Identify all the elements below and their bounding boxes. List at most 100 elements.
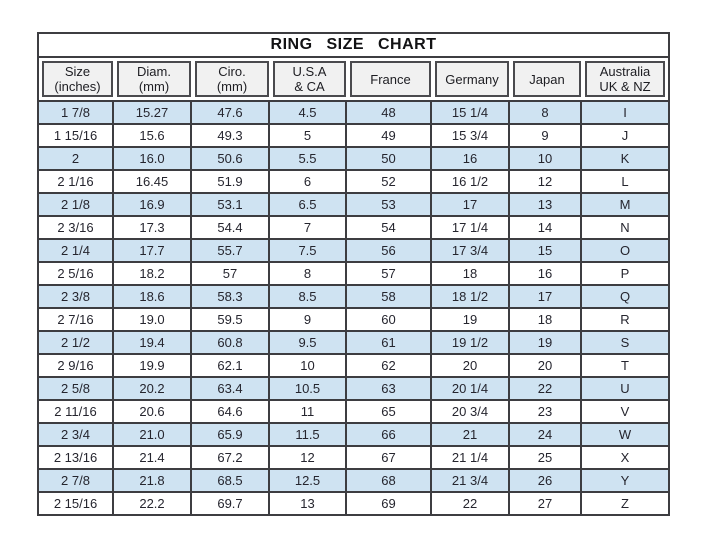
ring-size-chart: RING SIZE CHART Size (inches) Diam. (mm) Cir… (37, 32, 670, 516)
table-row: 2 3/4 21.0 65.9 11.5 66 21 24 W (39, 424, 668, 447)
table-row: 2 3/8 18.6 58.3 8.5 58 18 1/2 17 Q (39, 286, 668, 309)
table-cell: 15.27 (114, 102, 192, 123)
table-cell: 64.6 (192, 401, 270, 422)
table-cell: 7.5 (270, 240, 347, 261)
table-cell: 12 (270, 447, 347, 468)
table-cell: 22 (510, 378, 582, 399)
table-cell: 9 (270, 309, 347, 330)
table-cell: 20 1/4 (432, 378, 510, 399)
table-cell: 65 (347, 401, 432, 422)
column-header-diam-: Diam. (mm) (117, 61, 191, 97)
table-cell: W (618, 427, 632, 442)
table-cell: 2 1/2 (39, 332, 114, 353)
table-cell: 18 1/2 (432, 286, 510, 307)
table-cell: 63 (347, 378, 432, 399)
table-cell: 5.5 (270, 148, 347, 169)
table-cell: 66 (347, 424, 432, 445)
table-cell: 18 (432, 263, 510, 284)
column-header-japan: Japan (513, 61, 581, 97)
table-cell: 19.4 (114, 332, 192, 353)
table-cell: 9.5 (270, 332, 347, 353)
table-cell: 21.8 (114, 470, 192, 491)
table-cell: T (621, 358, 629, 373)
table-cell: 7 (270, 217, 347, 238)
table-cell: 8 (510, 102, 582, 123)
table-cell: 60.8 (192, 332, 270, 353)
column-header-label: Japan (529, 71, 565, 87)
page-title: RING SIZE CHART (39, 34, 668, 58)
table-cell: 2 5/16 (39, 263, 114, 284)
table-cell: P (620, 266, 630, 281)
table-cell: 22.2 (114, 493, 192, 514)
table-cell: 18.6 (114, 286, 192, 307)
table-cell: X (620, 450, 630, 465)
table-cell: 2 1/16 (39, 171, 114, 192)
table-cell: K (620, 151, 630, 166)
table-row: 2 13/16 21.4 67.2 12 67 21 1/4 25 X (39, 447, 668, 470)
table-cell: 10 (510, 148, 582, 169)
table-cell: 19.9 (114, 355, 192, 376)
table-row: 2 16.0 50.6 5.5 50 16 10 K (39, 148, 668, 171)
table-cell: 27 (510, 493, 582, 514)
table-cell: 6 (270, 171, 347, 192)
table-cell: 22 (432, 493, 510, 514)
table-cell: Q (619, 289, 631, 304)
table-cell: I (623, 105, 627, 120)
table-cell: 2 1/8 (39, 194, 114, 215)
table-row: 2 7/16 19.0 59.5 9 60 19 18 R (39, 309, 668, 332)
table-cell: 10 (270, 355, 347, 376)
table-cell: N (620, 220, 630, 235)
table-cell: 26 (510, 470, 582, 491)
table-cell: O (619, 243, 631, 258)
table-body: 1 7/8 15.27 47.6 4.5 48 15 1/4 8 I 1 15/16 15.6 49… (39, 100, 668, 514)
table-cell: 5 (270, 125, 347, 146)
table-cell: Z (621, 496, 629, 511)
table-cell: 2 9/16 (39, 355, 114, 376)
table-row: 2 11/16 20.6 64.6 11 65 20 3/4 23 V (39, 401, 668, 424)
table-cell: 54 (347, 217, 432, 238)
table-cell: 13 (270, 493, 347, 514)
table-cell: 17.7 (114, 240, 192, 261)
table-cell: 62 (347, 355, 432, 376)
table-cell: 67 (347, 447, 432, 468)
table-cell: 68 (347, 470, 432, 491)
table-cell: 63.4 (192, 378, 270, 399)
table-cell: S (620, 335, 630, 350)
table-row: 2 1/8 16.9 53.1 6.5 53 17 13 M (39, 194, 668, 217)
table-cell: 6.5 (270, 194, 347, 215)
column-header-australia: Australia UK & NZ (585, 61, 665, 97)
table-cell: 61 (347, 332, 432, 353)
column-header-label: France (370, 71, 411, 87)
table-cell: 14 (510, 217, 582, 238)
table-cell: 59.5 (192, 309, 270, 330)
table-cell: L (621, 174, 629, 189)
table-cell: 52 (347, 171, 432, 192)
table-cell: 19 1/2 (432, 332, 510, 353)
table-cell: 20 (510, 355, 582, 376)
table-cell: 15.6 (114, 125, 192, 146)
table-cell: 2 13/16 (39, 447, 114, 468)
table-cell: 13 (510, 194, 582, 215)
table-cell: 67.2 (192, 447, 270, 468)
table-cell: 16 (510, 263, 582, 284)
table-cell: 20.2 (114, 378, 192, 399)
table-row: 1 15/16 15.6 49.3 5 49 15 3/4 9 J (39, 125, 668, 148)
table-cell: 49.3 (192, 125, 270, 146)
table-row: 2 3/16 17.3 54.4 7 54 17 1/4 14 N (39, 217, 668, 240)
table-cell: 21 3/4 (432, 470, 510, 491)
column-header-label: U.S.A (292, 64, 327, 79)
table-cell: 57 (192, 263, 270, 284)
table-cell: 16 1/2 (432, 171, 510, 192)
table-cell: 25 (510, 447, 582, 468)
table-cell: 53 (347, 194, 432, 215)
table-cell: 50.6 (192, 148, 270, 169)
table-header-row: Size (inches) Diam. (mm) Ciro. (mm) U.S.A & CA F… (39, 58, 668, 100)
table-row: 2 1/16 16.45 51.9 6 52 16 1/2 12 L (39, 171, 668, 194)
table-cell: 17 3/4 (432, 240, 510, 261)
table-cell: 65.9 (192, 424, 270, 445)
table-cell: 15 1/4 (432, 102, 510, 123)
column-header-germany: Germany (435, 61, 509, 97)
table-cell: 20.6 (114, 401, 192, 422)
table-cell: 2 7/16 (39, 309, 114, 330)
table-cell: 18 (510, 309, 582, 330)
